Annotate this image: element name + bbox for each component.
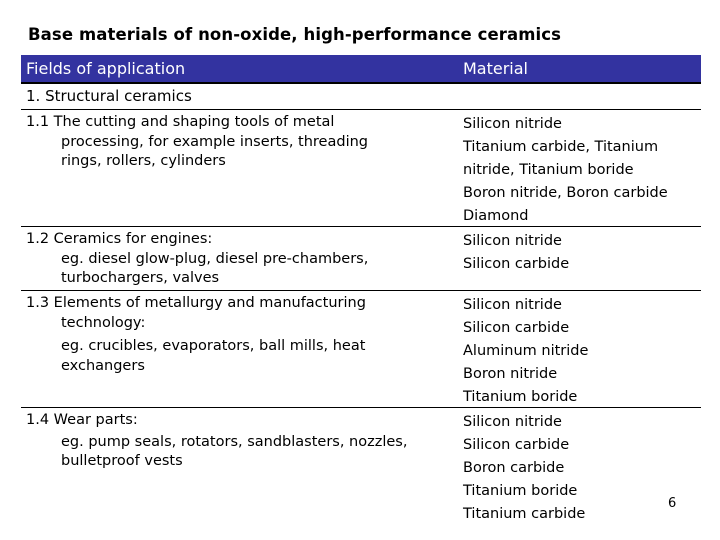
- material-cell: Silicon nitride Silicon carbide: [463, 230, 703, 276]
- application-line: bulletproof vests: [61, 453, 183, 469]
- material-line: Silicon carbide: [463, 437, 570, 453]
- material-line: nitride, Titanium boride: [463, 162, 634, 178]
- material-line: Titanium boride: [463, 483, 578, 499]
- application-cell: 1.1 The cutting and shaping tools of met…: [26, 113, 456, 172]
- slide-title: Base materials of non-oxide, high-perfor…: [28, 25, 562, 44]
- material-line: Silicon nitride: [463, 116, 562, 132]
- application-cell: 1.2 Ceramics for engines: eg. diesel glo…: [26, 230, 456, 289]
- material-line: Aluminum nitride: [463, 343, 589, 359]
- section-title: 1. Structural ceramics: [26, 87, 192, 105]
- material-line: Silicon carbide: [463, 320, 570, 336]
- material-cell: Silicon nitride Titanium carbide, Titani…: [463, 113, 703, 228]
- table-row: 1.2 Ceramics for engines: eg. diesel glo…: [21, 227, 701, 291]
- section-row: 1. Structural ceramics: [21, 84, 701, 110]
- table-header: Fields of application Material: [21, 55, 701, 84]
- material-line: Titanium carbide: [463, 506, 586, 522]
- application-line: 1.1 The cutting and shaping tools of met…: [26, 114, 335, 130]
- material-line: Titanium boride: [463, 389, 578, 405]
- table-row: 1.3 Elements of metallurgy and manufactu…: [21, 291, 701, 408]
- application-line: 1.4 Wear parts:: [26, 412, 138, 428]
- application-line: eg. pump seals, rotators, sandblasters, …: [61, 433, 408, 450]
- page-number: 6: [668, 496, 677, 511]
- material-line: Titanium carbide, Titanium: [463, 139, 659, 155]
- table-row: 1.1 The cutting and shaping tools of met…: [21, 110, 701, 227]
- application-line: eg. diesel glow-plug, diesel pre-chamber…: [61, 250, 369, 267]
- material-line: Diamond: [463, 208, 529, 224]
- material-line: Boron nitride: [463, 366, 558, 382]
- materials-table: Fields of application Material 1. Struct…: [21, 55, 701, 525]
- material-line: Silicon carbide: [463, 256, 570, 272]
- application-line: technology:: [61, 314, 146, 331]
- application-line: rings, rollers, cylinders: [61, 153, 226, 169]
- table-row: 1.4 Wear parts: eg. pump seals, rotators…: [21, 408, 701, 524]
- material-line: Boron nitride, Boron carbide: [463, 185, 668, 201]
- material-cell: Silicon nitride Silicon carbide Aluminum…: [463, 294, 703, 409]
- header-fields-of-application: Fields of application: [26, 59, 186, 78]
- application-line: 1.3 Elements of metallurgy and manufactu…: [26, 295, 366, 311]
- header-material: Material: [463, 59, 528, 78]
- application-cell: 1.4 Wear parts: eg. pump seals, rotators…: [26, 411, 456, 472]
- application-line: eg. crucibles, evaporators, ball mills, …: [61, 338, 366, 354]
- material-line: Silicon nitride: [463, 233, 562, 249]
- material-line: Silicon nitride: [463, 414, 562, 430]
- application-line: processing, for example inserts, threadi…: [61, 133, 368, 150]
- application-line: turbochargers, valves: [61, 270, 220, 286]
- application-cell: 1.3 Elements of metallurgy and manufactu…: [26, 294, 456, 376]
- material-cell: Silicon nitride Silicon carbide Boron ca…: [463, 411, 703, 526]
- application-line: exchangers: [61, 357, 145, 374]
- material-line: Silicon nitride: [463, 297, 562, 313]
- application-line: 1.2 Ceramics for engines:: [26, 231, 213, 247]
- material-line: Boron carbide: [463, 460, 565, 476]
